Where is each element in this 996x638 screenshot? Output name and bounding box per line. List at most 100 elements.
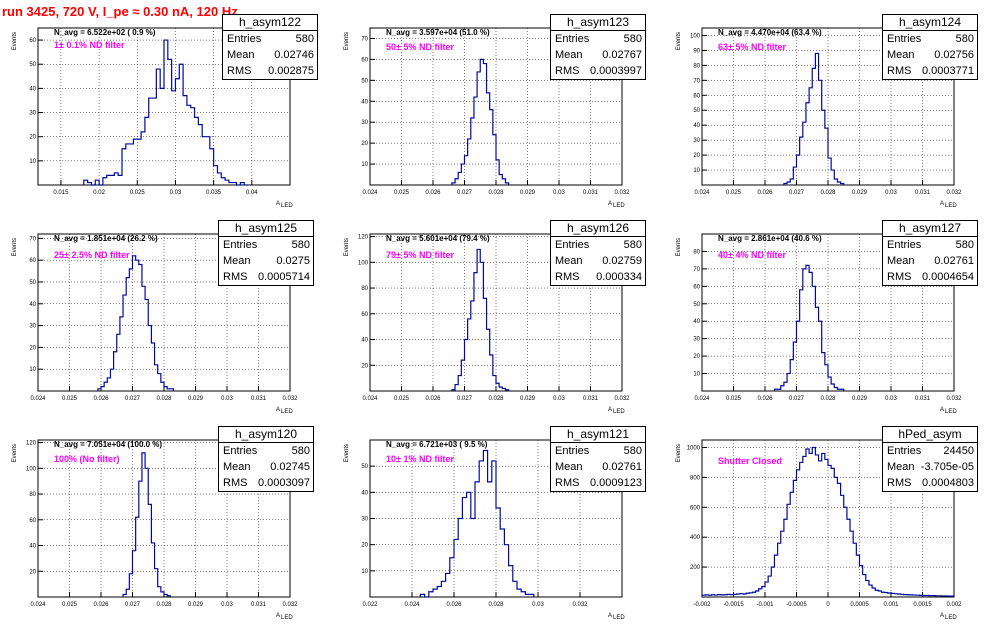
histogram-bin [148, 504, 151, 597]
x-tick-label: 0.029 [852, 190, 868, 196]
stats-box: hPed_asym Entries 24450 Mean -3.705e-05 RMS 0.… [882, 426, 978, 492]
histogram-bin [483, 450, 487, 597]
histogram-bin [724, 595, 727, 597]
stats-label: Entries [887, 33, 922, 45]
histogram-bin [477, 72, 480, 185]
histogram-bin [126, 144, 130, 185]
x-tick-label: 0.025 [394, 190, 410, 196]
histogram-bin [809, 453, 812, 597]
histogram-bin [114, 173, 118, 185]
histogram-bin [787, 182, 790, 185]
histogram-bin [454, 539, 458, 597]
histogram-bin [941, 596, 944, 597]
x-tick-label: 0.03 [885, 396, 897, 402]
x-tick-label: 0.024 [362, 190, 378, 196]
y-tick-label: 600 [690, 505, 701, 511]
histogram-bin [737, 594, 740, 597]
histogram-bin [95, 180, 99, 185]
x-tick-label: 0.028 [820, 190, 836, 196]
histogram-bin [797, 470, 800, 597]
histogram-line [451, 58, 510, 185]
histogram-bin [734, 594, 737, 597]
x-axis-label-subscript: LED [613, 409, 625, 415]
histogram-bin [480, 262, 483, 391]
filter-label: Shutter Closed [718, 456, 782, 466]
x-tick-label: 0.031 [251, 396, 267, 402]
stats-value: 0.000334 [596, 271, 642, 283]
histogram-bin [513, 581, 517, 597]
histogram-bin [502, 179, 505, 185]
histogram-bin [229, 183, 233, 185]
y-tick-label: 30 [29, 324, 36, 330]
histogram-bin [825, 365, 828, 391]
y-tick-label: 20 [361, 543, 368, 549]
stats-box: h_asym127 Entries 580 Mean 0.02761 RMS 0.00046… [882, 220, 978, 286]
histogram-bin [819, 321, 822, 391]
histogram-bin [123, 295, 126, 391]
histogram-bin [837, 483, 840, 597]
y-tick-label: 30 [693, 138, 700, 144]
histogram-name: h_asym125 [219, 221, 313, 237]
stats-row-rms: RMS 0.002875 [223, 63, 317, 79]
histogram-bin [164, 387, 167, 391]
histogram-bin [809, 88, 812, 185]
histogram-bin [822, 353, 825, 391]
y-tick-label: 50 [361, 464, 368, 470]
histogram-bin [202, 137, 206, 185]
stats-label: RMS [223, 271, 248, 283]
y-axis-label: Events [344, 238, 350, 256]
x-tick-label: 0.03 [553, 190, 565, 196]
stats-row-entries: Entries 580 [223, 31, 317, 47]
histogram-bin [183, 96, 187, 185]
x-tick-label: 0.032 [614, 396, 630, 402]
histogram-bin [187, 105, 191, 185]
histogram-bin [145, 117, 149, 185]
histogram-bin [860, 566, 863, 597]
histogram-line [701, 446, 955, 597]
histogram-bin [500, 529, 504, 597]
histogram-bin [875, 590, 878, 597]
histogram-bin [465, 156, 468, 185]
x-axis-label: A [276, 407, 280, 413]
histogram-bin [441, 581, 445, 597]
stats-label: Mean [887, 255, 915, 267]
histogram-bin [450, 558, 454, 597]
stats-label: Entries [223, 445, 258, 457]
histogram-bin [781, 531, 784, 597]
stats-box: h_asym126 Entries 580 Mean 0.02759 RMS 0.00033… [550, 220, 646, 286]
histogram-bin [834, 179, 837, 185]
x-tick-label: 0.03 [532, 602, 544, 608]
plot-frame [37, 27, 291, 186]
x-tick-label: 0.015 [53, 190, 69, 196]
y-tick-label: 100 [690, 33, 701, 39]
x-axis-label: A [608, 613, 612, 619]
histogram-bin [521, 592, 525, 597]
y-tick-label: 100 [26, 466, 37, 472]
x-tick-label: 0.032 [282, 602, 298, 608]
stats-label: Entries [555, 445, 590, 457]
histogram-bin [104, 382, 107, 391]
x-tick-label: 0.024 [30, 602, 46, 608]
stats-value: 0.02767 [602, 49, 642, 61]
histogram-bin [872, 588, 875, 597]
stats-value: 0.02756 [934, 49, 974, 61]
x-tick-label: 0.026 [446, 602, 462, 608]
stats-label: RMS [555, 477, 580, 489]
histogram-bin [137, 139, 141, 185]
histogram-bin [787, 504, 790, 597]
x-tick-label: 0.031 [915, 396, 931, 402]
stats-label: Mean [223, 255, 251, 267]
histogram-bin [465, 340, 468, 391]
x-tick-label: 0.027 [457, 396, 473, 402]
stats-box: h_asym122 Entries 580 Mean 0.02746 RMS 0.00287… [222, 14, 318, 80]
stats-label: Mean [227, 49, 255, 61]
x-tick-label: 0 [826, 602, 830, 608]
histogram-bin [812, 447, 815, 597]
y-tick-label: 10 [361, 569, 368, 575]
histogram-bin [790, 492, 793, 597]
navg-label: N_avg = 5.601e+04 (79.4 %) [386, 234, 490, 243]
histogram-bin [136, 517, 139, 597]
stats-value: 0.0275 [276, 255, 310, 267]
x-tick-label: 0.029 [520, 396, 536, 402]
x-tick-label: 0.032 [946, 190, 962, 196]
